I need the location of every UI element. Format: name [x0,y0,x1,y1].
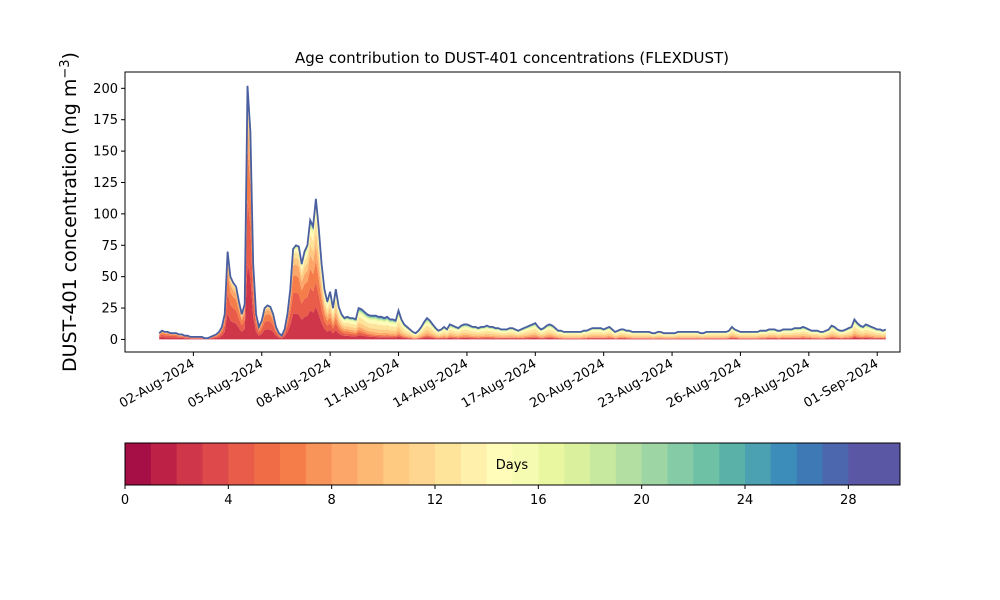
colorbar-segment [305,443,333,485]
plot-area-frame [124,71,901,353]
y-axis: 0 25 50 75 100 125 150 175 200 [93,82,125,348]
colorbar-segment [460,443,488,485]
colorbar-segment [667,443,694,485]
colorbar-segment [615,443,643,485]
colorbar-segment [848,443,875,485]
colorbar-segment [357,443,384,485]
x-axis: 02-Aug-202405-Aug-202408-Aug-202411-Aug-… [117,352,881,412]
y-tick-label: 125 [93,176,118,191]
colorbar-tick-label: 0 [121,493,129,508]
colorbar-label: Days [496,458,529,473]
colorbar-segment [512,443,539,485]
colorbar-segment [383,443,410,485]
x-tick-label: 26-Aug-2024 [664,356,744,411]
colorbar-segment [874,443,900,485]
total-concentration-line [158,85,887,340]
colorbar-segment [822,443,849,485]
colorbar-segment [564,443,591,485]
colorbar-segment [331,443,359,485]
chart-title: Age contribution to DUST-401 concentrati… [295,49,729,67]
colorbar-segment [719,443,746,485]
colorbar-tick-label: 28 [840,493,857,508]
colorbar-tick-label: 16 [530,493,547,508]
age-band-28-days [159,85,886,339]
colorbar-segment [770,443,798,485]
age-band-areas [159,85,886,340]
age-band-24-days [159,85,886,339]
colorbar-segment [796,443,824,485]
colorbar-tick-label: 8 [328,493,336,508]
colorbar-tick-label: 4 [224,493,232,508]
colorbar-segment [435,443,462,485]
colorbar [125,443,900,485]
x-tick-label: 02-Aug-2024 [117,356,197,411]
x-tick-label: 01-Sep-2024 [801,356,881,411]
x-tick-label: 29-Aug-2024 [732,356,812,411]
colorbar-segment [538,443,565,485]
y-tick-label: 50 [101,270,118,285]
colorbar-segment [693,443,720,485]
y-tick-label: 75 [101,239,118,254]
y-tick-label: 0 [110,333,118,348]
y-tick-label: 175 [93,113,118,128]
age-band-12-days [159,93,886,339]
age-band-16-days [159,85,886,339]
colorbar-segment [745,443,772,485]
age-band-remainder [159,85,886,339]
age-band-14-days [159,88,886,339]
colorbar-segment [409,443,436,485]
colorbar-segment [641,443,669,485]
colorbar-segment [228,443,255,485]
colorbar-segment [202,443,229,485]
y-tick-label: 100 [93,207,118,222]
colorbar-axis: 0 4 8 12 16 20 24 28 [121,485,857,508]
colorbar-segment [176,443,204,485]
y-tick-label: 150 [93,145,118,160]
colorbar-segment [150,443,178,485]
colorbar-segment [254,443,281,485]
y-tick-label: 25 [101,302,118,317]
x-tick-label: 08-Aug-2024 [254,356,334,411]
age-band-10-days [159,103,886,339]
age-band-2-days [159,263,886,340]
x-tick-label: 05-Aug-2024 [185,356,265,411]
colorbar-segment [590,443,617,485]
y-axis-label: DUST-401 concentration (ng m−3) [58,52,81,372]
colorbar-segment [280,443,307,485]
x-tick-label: 14-Aug-2024 [391,356,471,411]
colorbar-tick-label: 12 [427,493,444,508]
colorbar-segment [486,443,514,485]
age-band-20-days [159,85,886,339]
colorbar-segment [125,443,152,485]
x-tick-label: 20-Aug-2024 [527,356,607,411]
colorbar-frame [124,442,901,486]
y-tick-label: 200 [93,82,118,97]
colorbar-tick-label: 20 [633,493,650,508]
x-tick-label: 11-Aug-2024 [322,356,402,411]
x-tick-label: 23-Aug-2024 [596,356,676,411]
colorbar-tick-label: 24 [737,493,754,508]
x-tick-label: 17-Aug-2024 [459,356,539,411]
